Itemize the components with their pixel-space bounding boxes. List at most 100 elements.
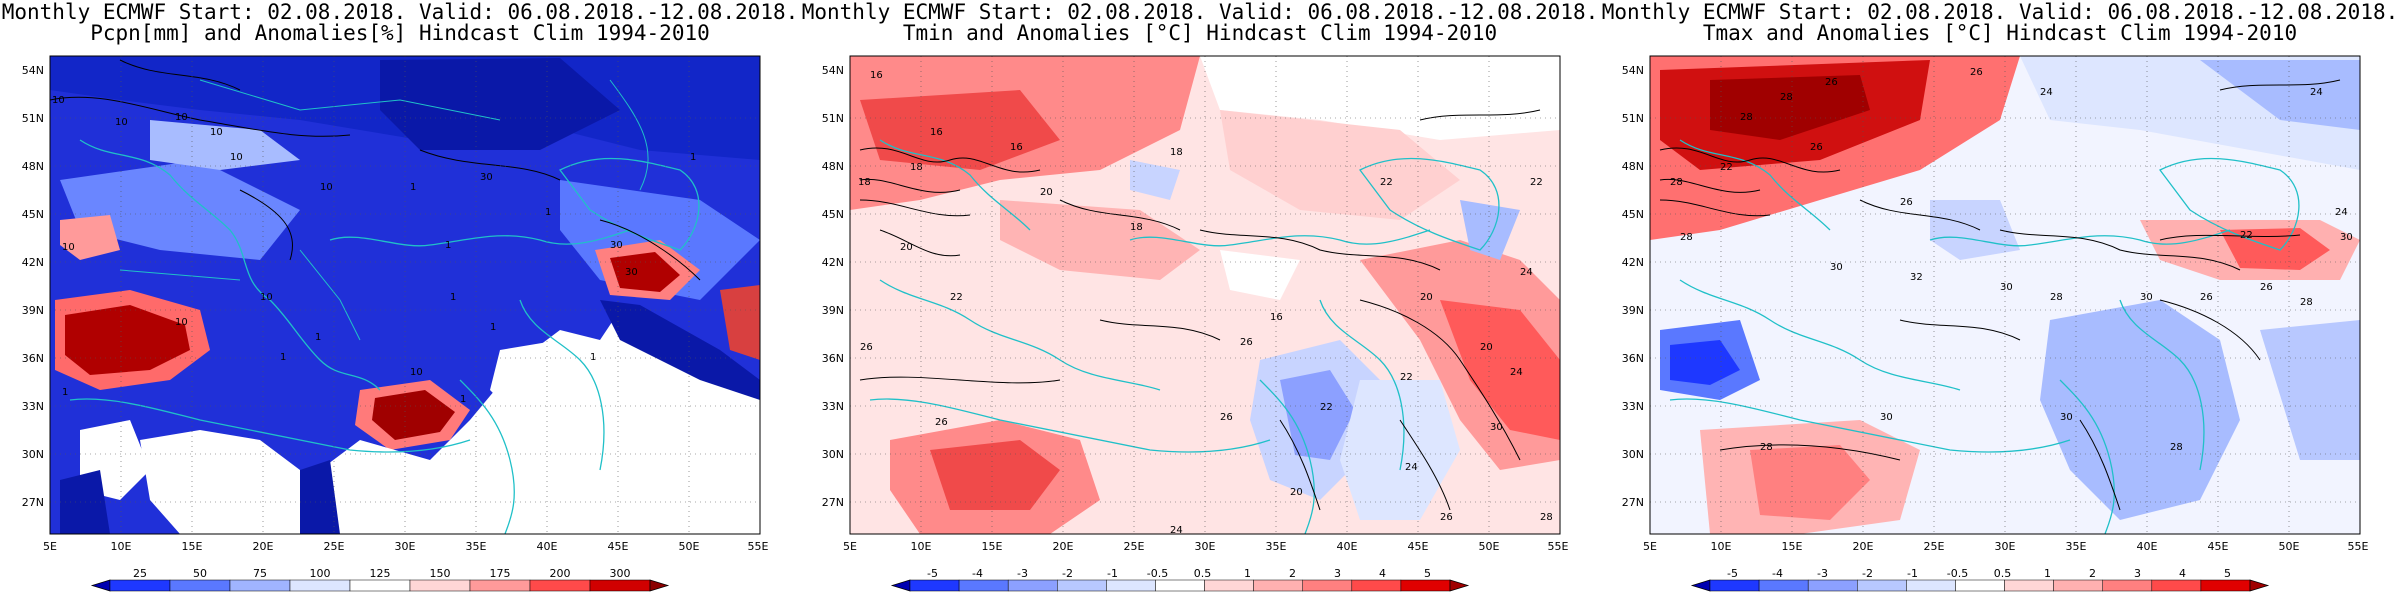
tmax-field: 26 28 28 26 24 24 26 22 28 26 28 30 32 3… — [1650, 56, 2360, 534]
contour-label: 18 — [1170, 147, 1183, 158]
contour-label: 1 — [62, 387, 68, 398]
colorbar-label: 150 — [430, 567, 451, 580]
lon-label: 55E — [1548, 540, 1569, 553]
colorbar-label: 4 — [2179, 567, 2186, 580]
lat-label: 51N — [1622, 112, 1644, 125]
colorbar-label: 0.5 — [1194, 567, 1212, 580]
colorbar-swatch — [1400, 579, 1451, 592]
colorbar-arrow-right — [649, 579, 670, 592]
lat-label: 33N — [1622, 400, 1644, 413]
colorbar-arrow-left — [90, 579, 111, 592]
contour-label: 26 — [1220, 412, 1233, 423]
lon-label: 45E — [2208, 540, 2229, 553]
lat-label: 54N — [822, 64, 844, 77]
lat-label: 42N — [1622, 256, 1644, 269]
colorbar-swatch — [1007, 579, 1058, 592]
colorbar-swatch — [1253, 579, 1303, 592]
contour-label: 30 — [610, 240, 623, 251]
contour-label: 22 — [1400, 372, 1413, 383]
colorbar-label: -3 — [1817, 567, 1828, 580]
contour-label: 26 — [1970, 67, 1983, 78]
colorbar-swatch — [1106, 579, 1156, 592]
colorbar-arrow-right — [1449, 579, 1470, 592]
lat-label: 39N — [1622, 304, 1644, 317]
colorbar-swatch — [1302, 579, 1353, 592]
lon-label: 5E — [43, 540, 57, 553]
colorbar-arrow-left — [890, 579, 911, 592]
precip-contour-labels: 10 10 10 10 1 30 10 1 1 30 10 10 10 1 1 … — [52, 95, 696, 405]
lon-label: 35E — [2066, 540, 2087, 553]
colorbar-label: 5 — [2224, 567, 2231, 580]
contour-label: 1 — [690, 152, 696, 163]
lon-label: 40E — [1337, 540, 1358, 553]
colorbar-swatch — [109, 579, 171, 592]
contour-label: 1 — [490, 322, 496, 333]
tmin-contour-labels: 16 16 18 18 16 20 18 18 20 22 22 22 24 2… — [858, 70, 1553, 536]
contour-label: 20 — [900, 242, 913, 253]
colorbar-swatch — [589, 579, 651, 592]
contour-label: 1 — [315, 332, 321, 343]
lat-label: 48N — [1622, 160, 1644, 173]
colorbar-swatch — [1709, 579, 1760, 592]
lat-label: 51N — [22, 112, 44, 125]
lon-label: 55E — [748, 540, 769, 553]
lon-label: 40E — [2137, 540, 2158, 553]
contour-label: 24 — [2335, 207, 2348, 218]
colorbar-label: 3 — [1334, 567, 1341, 580]
contour-label: 22 — [1530, 177, 1543, 188]
contour-label: 24 — [1405, 462, 1418, 473]
colorbar-swatch — [1758, 579, 1809, 592]
contour-label: 30 — [1880, 412, 1893, 423]
lat-label: 39N — [22, 304, 44, 317]
colorbar-label: 2 — [1289, 567, 1296, 580]
colorbar-swatch — [409, 579, 471, 592]
colorbar-label: -4 — [1772, 567, 1783, 580]
colorbar-arrow-right — [2249, 579, 2270, 592]
colorbar-swatch — [2053, 579, 2103, 592]
colorbar-swatch — [2102, 579, 2153, 592]
contour-label: 1 — [545, 207, 551, 218]
lat-label: 36N — [1622, 352, 1644, 365]
lat-label: 39N — [822, 304, 844, 317]
colorbar-swatch — [1807, 579, 1858, 592]
lat-label: 30N — [1622, 448, 1644, 461]
colorbar-label: 200 — [550, 567, 571, 580]
lat-label: 30N — [22, 448, 44, 461]
contour-label: 32 — [1910, 272, 1923, 283]
lon-label: 25E — [324, 540, 345, 553]
lon-label: 30E — [1995, 540, 2016, 553]
contour-label: 30 — [480, 172, 493, 183]
lat-label: 42N — [822, 256, 844, 269]
colorbar-label: -0.5 — [1947, 567, 1968, 580]
colorbar-swatch — [1155, 579, 1205, 592]
contour-label: 1 — [450, 292, 456, 303]
contour-label: 10 — [410, 367, 423, 378]
tmin-panel: Monthly ECMWF Start: 02.08.2018. Valid: … — [800, 0, 1600, 600]
tmax-map: 26 28 28 26 24 24 26 22 28 26 28 30 32 3… — [1622, 55, 2369, 592]
lon-label: 15E — [182, 540, 203, 553]
lat-label: 48N — [822, 160, 844, 173]
tmax-title-line1: Monthly ECMWF Start: 02.08.2018. Valid: … — [1601, 0, 2399, 24]
tmax-colorbar: -5 -4 -3 -2 -1 -0.5 0.5 1 2 3 4 5 — [1690, 567, 2270, 592]
lat-label: 33N — [22, 400, 44, 413]
contour-label: 1 — [460, 394, 466, 405]
lon-label: 45E — [1408, 540, 1429, 553]
lat-label: 54N — [22, 64, 44, 77]
lat-label: 36N — [822, 352, 844, 365]
colorbar-swatch — [1906, 579, 1956, 592]
contour-label: 22 — [1720, 162, 1733, 173]
precip-panel: Monthly ECMWF Start: 02.08.2018. Valid: … — [0, 0, 800, 600]
lat-label: 54N — [1622, 64, 1644, 77]
contour-label: 1 — [410, 182, 416, 193]
tmax-title-line2: Tmax and Anomalies [°C] Hindcast Clim 19… — [1702, 21, 2298, 45]
lon-label: 15E — [1782, 540, 1803, 553]
contour-label: 10 — [52, 95, 65, 106]
lon-label: 50E — [1479, 540, 1500, 553]
contour-label: 20 — [1040, 187, 1053, 198]
precip-title-line2: Pcpn[mm] and Anomalies[%] Hindcast Clim … — [90, 21, 710, 45]
contour-label: 24 — [1170, 525, 1183, 536]
tmax-contour-labels: 26 28 28 26 24 24 26 22 28 26 28 30 32 3… — [1670, 67, 2353, 453]
tmax-lon-labels: 5E 10E 15E 20E 25E 30E 35E 40E 45E 50E 5… — [1643, 540, 2368, 553]
lon-label: 50E — [2279, 540, 2300, 553]
colorbar-swatch — [909, 579, 960, 592]
